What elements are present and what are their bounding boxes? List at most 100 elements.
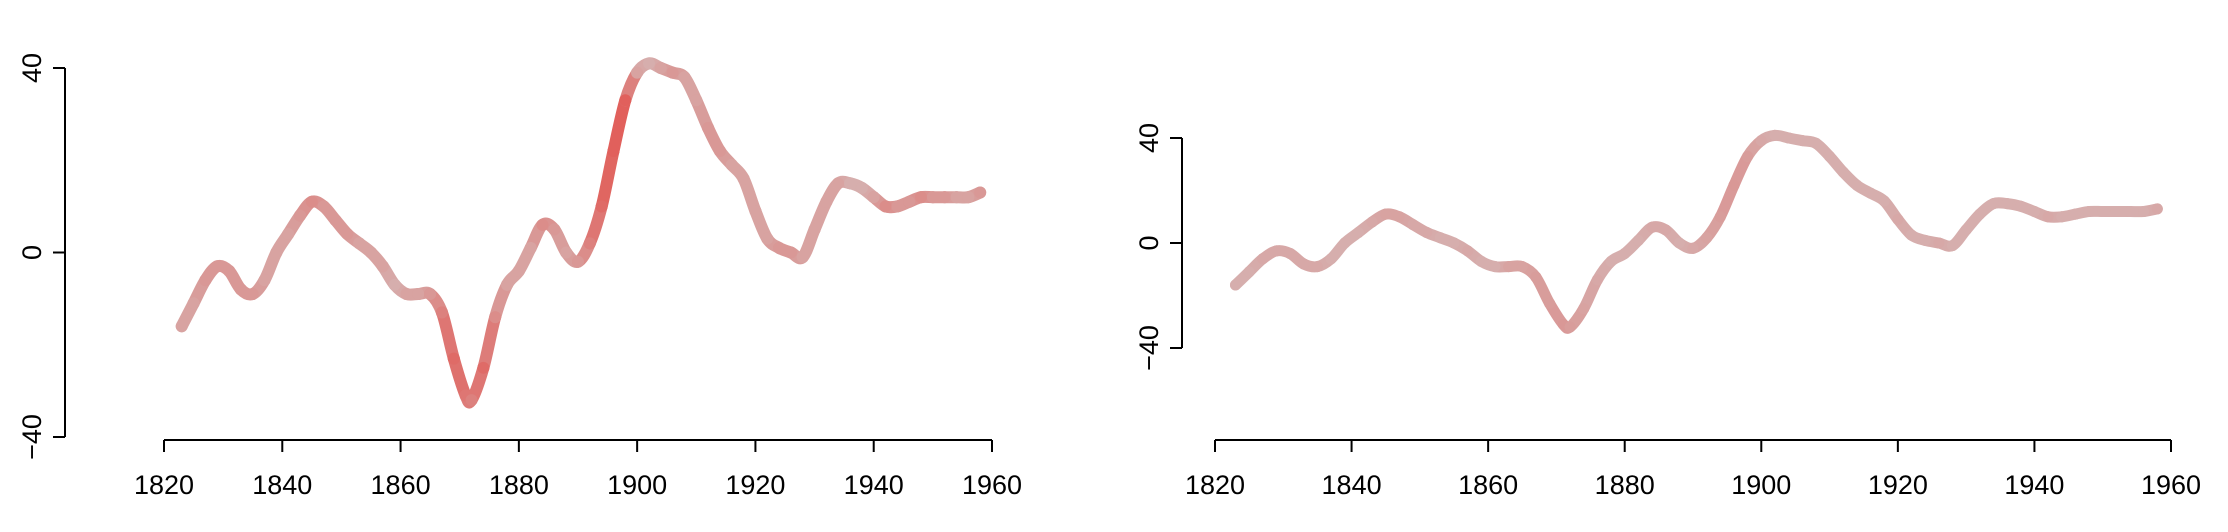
right-data-point [1229,279,1241,291]
right-data-point [2069,208,2081,220]
left-x-tick-label: 1940 [844,470,904,500]
right-data-point [1311,261,1323,273]
right-data-point [1434,232,1446,244]
right-data-point [1564,321,1576,333]
right-data-point [1462,245,1474,257]
right-y-ticks: −40 0 40 [1134,123,1182,371]
left-data-point [536,218,549,231]
right-x-tick-label: 1820 [1185,470,1245,500]
left-data-point [376,260,389,273]
left-data-point [317,200,330,213]
left-data-point [761,232,774,245]
left-x-tick-label: 1960 [962,470,1022,500]
right-data-point [1475,255,1487,267]
left-series-segment [607,94,632,157]
right-data-point [2151,203,2163,215]
right-data-point [1646,221,1658,233]
left-panel: 1820 1840 1860 1880 1900 1920 1940 1960 −40 0 40 [17,53,1022,500]
left-data-point [353,237,366,250]
left-data-point [938,191,951,204]
right-data-point [1325,253,1337,265]
left-data-point [595,200,608,213]
right-data-point [2001,198,2013,210]
right-data-point [1851,179,1863,191]
right-data-point [1632,234,1644,246]
left-data-point [400,288,413,301]
left-data-point [619,94,632,107]
left-data-point [305,195,318,208]
right-data-point [1578,303,1590,315]
left-data-point [435,306,448,319]
left-data-point [365,246,377,259]
right-data-point [2028,206,2040,217]
right-data-point [1448,237,1460,249]
right-x-tick-label: 1940 [2004,470,2064,500]
left-data-point [524,241,537,254]
right-data-point [1728,179,1740,191]
right-data-point [1591,274,1603,286]
left-data-point [477,361,490,374]
left-data-point [447,352,460,365]
left-y-tick-label: −40 [17,414,47,460]
left-y-ticks: −40 0 40 [17,53,65,460]
left-data-point [548,223,561,236]
left-y-tick-label: 0 [17,245,47,260]
left-data-point [607,145,620,158]
left-x-tick-label: 1900 [607,470,667,500]
left-data-point [282,228,295,241]
right-x-tick-label: 1880 [1595,470,1655,500]
left-x-ticks: 1820 1840 1860 1880 1900 1920 1940 1960 [134,440,1022,500]
left-series-segment [477,311,502,374]
right-data-point [1783,132,1795,144]
left-data-point [690,94,703,107]
right-data-point [1769,129,1781,141]
right-data-point [1407,219,1419,231]
left-data-point [388,278,401,291]
right-data-point [2110,206,2122,217]
left-data-point [654,62,667,74]
left-data-point [412,288,425,301]
left-data-point [950,191,963,204]
right-data-point [1380,208,1392,220]
right-data-point [1974,208,1986,220]
right-data-point [1865,187,1877,199]
left-data-point [424,288,437,301]
left-y-tick-label: 40 [17,53,47,83]
left-data-point [489,311,502,324]
right-data-point [1503,261,1515,273]
right-data-point [1755,135,1767,147]
right-data-point [2056,211,2068,223]
left-data-point [341,228,354,241]
right-data-point [1352,227,1364,238]
right-data-point [1960,224,1972,236]
right-data-point [1298,258,1310,270]
left-data-point [199,274,212,287]
left-data-point [501,278,514,291]
left-data-point [294,209,307,222]
right-panel: 1820 1840 1860 1880 1900 1920 1940 1960 −40 0 40 [1134,123,2201,500]
right-data-point [1810,137,1822,149]
left-x-tick-label: 1920 [725,470,785,500]
right-data-point [1660,224,1672,236]
right-data-point [1824,150,1836,162]
right-data-point [1796,135,1808,147]
left-data-point [926,191,939,204]
right-data-point [1687,242,1699,254]
left-data-point [642,57,655,70]
right-data-point [2015,200,2027,212]
right-x-tick-label: 1900 [1731,470,1791,500]
left-data-point [560,246,573,259]
left-data-point [749,204,762,217]
left-data-point [270,246,283,259]
left-data-point [737,172,750,185]
left-plot-area [175,57,987,409]
left-data-point [175,320,188,333]
right-data-point [1919,234,1931,246]
right-data-point [1284,248,1296,259]
left-data-point [666,66,679,79]
right-data-point [1714,211,1726,223]
right-data-point [1393,211,1405,223]
left-data-point [223,264,236,277]
right-y-tick-label: 0 [1134,235,1164,250]
